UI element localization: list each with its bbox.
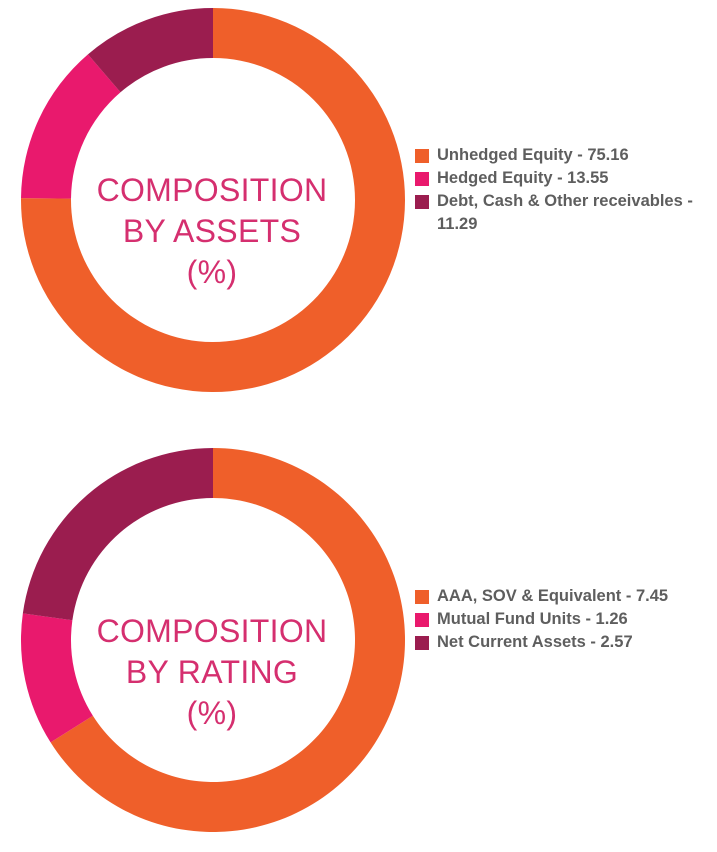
rating-title-line-3: (%) [186,695,238,731]
legend-swatch [415,195,429,209]
legend-swatch [415,636,429,650]
legend-label: Mutual Fund Units - 1.26 [437,610,628,628]
legend-item-hedged-equity: Hedged Equity - 13.55 [415,167,715,190]
legend-label: Hedged Equity - 13.55 [437,169,609,187]
legend-swatch [415,613,429,627]
legend-label: Debt, Cash & Other receivables - 11.29 [437,192,693,233]
rating-donut [20,448,405,832]
donut-slice-hedged-equity [21,54,121,199]
assets-donut [21,8,405,393]
assets-chart-title: COMPOSITION BY ASSETS (%) [72,170,352,293]
rating-title-line-2: BY RATING [125,654,299,690]
legend-swatch [415,172,429,186]
donut-slice-mutual-fund-units [20,613,93,743]
rating-title-line-1: COMPOSITION [96,613,328,649]
legend-label: AAA, SOV & Equivalent - 7.45 [437,587,669,605]
donut-slice-net-current-assets [22,448,213,621]
legend-label: Unhedged Equity - 75.16 [437,146,629,164]
assets-title-line-2: BY ASSETS [122,213,302,249]
rating-chart-title: COMPOSITION BY RATING (%) [72,611,352,734]
legend-item-debt-cash-other: Debt, Cash & Other receivables - 11.29 [415,190,715,236]
legend-item-unhedged-equity: Unhedged Equity - 75.16 [415,144,715,167]
legend-swatch [415,590,429,604]
legend-label: Net Current Assets - 2.57 [437,633,633,651]
assets-composition-chart: COMPOSITION BY ASSETS (%) Unhedged Equit… [0,0,717,400]
rating-legend: AAA, SOV & Equivalent - 7.45 Mutual Fund… [415,585,715,654]
assets-title-line-1: COMPOSITION [96,172,328,208]
rating-composition-chart: COMPOSITION BY RATING (%) AAA, SOV & Equ… [0,440,717,840]
assets-title-line-3: (%) [186,254,238,290]
legend-item-aaa-sov-equivalent: AAA, SOV & Equivalent - 7.45 [415,585,715,608]
assets-legend: Unhedged Equity - 75.16 Hedged Equity - … [415,144,715,236]
legend-item-net-current-assets: Net Current Assets - 2.57 [415,631,715,654]
donut-slice-debt-cash-other [87,8,213,93]
legend-item-mutual-fund-units: Mutual Fund Units - 1.26 [415,608,715,631]
legend-swatch [415,149,429,163]
